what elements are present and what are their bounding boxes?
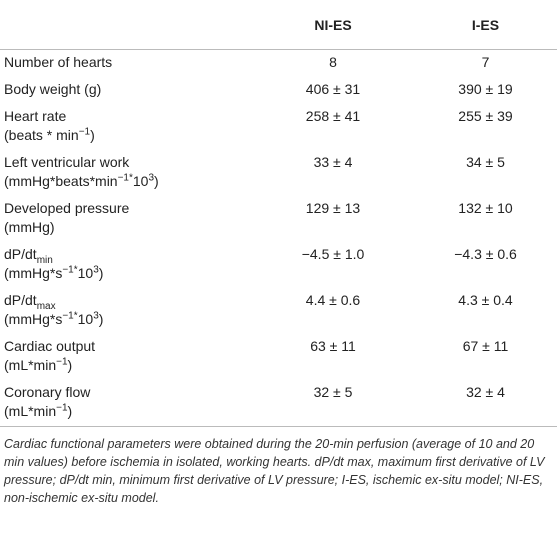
- row-label: Left ventricular work (mmHg*beats*min−1*1…: [0, 150, 252, 196]
- label-line: (mL*min−1): [4, 402, 248, 421]
- label-line: (mmHg*beats*min−1*103): [4, 172, 248, 191]
- label-text: (mL*min: [4, 403, 57, 419]
- header-row: NI-ES I-ES: [0, 0, 557, 50]
- superscript: −1: [78, 126, 91, 138]
- table-row: Developed pressure (mmHg) 129 ± 13 132 ± 10: [0, 196, 557, 242]
- header-cell: NI-ES: [252, 0, 414, 50]
- label-text: dP/dt: [4, 246, 37, 262]
- label-text: Left ventricular work: [4, 154, 130, 170]
- label-text: ): [67, 403, 73, 419]
- label-text: ): [90, 127, 95, 143]
- label-text: Cardiac output: [4, 338, 96, 354]
- label-text: (mmHg*s: [4, 311, 63, 327]
- table-row: Number of hearts 8 7: [0, 50, 557, 78]
- row-label: dP/dtmin (mmHg*s−1*103): [0, 242, 252, 288]
- label-text: (mmHg*beats*min: [4, 173, 118, 189]
- ni-es-value: 129 ± 13: [305, 200, 361, 216]
- label-text: Body weight (g): [4, 81, 102, 97]
- superscript: 3: [93, 264, 99, 276]
- superscript: −1*: [62, 310, 78, 322]
- ni-es-value: 33 ± 4: [313, 154, 353, 170]
- table-row: Body weight (g) 406 ± 31 390 ± 19: [0, 77, 557, 104]
- label-line: Heart rate: [4, 107, 248, 126]
- table-row: dP/dtmax (mmHg*s−1*103) 4.4 ± 0.6 4.3 ± 0.4: [0, 288, 557, 334]
- label-line: (beats * min−1): [4, 126, 248, 145]
- row-label: dP/dtmax (mmHg*s−1*103): [0, 288, 252, 334]
- row-label: Cardiac output (mL*min−1): [0, 334, 252, 380]
- label-text: (mmHg*s: [4, 265, 63, 281]
- label-text: (mL*min: [4, 357, 57, 373]
- table-row: Left ventricular work (mmHg*beats*min−1*1…: [0, 150, 557, 196]
- i-es-value: −4.3 ± 0.6: [454, 246, 517, 262]
- ni-es-value: 32 ± 5: [252, 380, 414, 427]
- table-row: Heart rate (beats * min−1) 258 ± 41 255 ± 3…: [0, 104, 557, 150]
- label-text: (mmHg): [4, 219, 55, 235]
- label-line: Left ventricular work: [4, 153, 248, 172]
- label-line: Number of hearts: [4, 53, 248, 72]
- label-text: 10: [77, 265, 94, 281]
- label-text: ): [98, 265, 104, 281]
- label-text: Developed pressure: [4, 200, 130, 216]
- i-es-value: 32 ± 4: [414, 380, 557, 427]
- label-line: (mmHg*s−1*103): [4, 310, 248, 329]
- row-label: Body weight (g): [0, 77, 252, 104]
- label-line: Coronary flow: [4, 383, 248, 402]
- row-label: Developed pressure (mmHg): [0, 196, 252, 242]
- table-row: Cardiac output (mL*min−1) 63 ± 11 67 ± 11: [0, 334, 557, 380]
- label-text: (beats * min: [4, 127, 79, 143]
- header-cell: I-ES: [414, 0, 557, 50]
- superscript: 3: [148, 172, 155, 184]
- i-es-value: 255 ± 39: [458, 108, 513, 124]
- superscript: −1: [56, 356, 68, 368]
- i-es-value: 132 ± 10: [458, 200, 513, 216]
- superscript: −1: [56, 402, 68, 414]
- label-line: (mL*min−1): [4, 356, 248, 375]
- label-text: Number of hearts: [4, 54, 113, 70]
- label-line: (mmHg): [4, 218, 248, 237]
- table-body: Number of hearts 8 7 Body weight (g) 406 ± 3…: [0, 50, 557, 427]
- label-line: Body weight (g): [4, 80, 248, 99]
- label-text: ): [67, 357, 73, 373]
- ni-es-value: 4.4 ± 0.6: [305, 292, 361, 308]
- superscript: −1*: [62, 264, 78, 276]
- label-text: ): [154, 173, 159, 189]
- label-text: ): [98, 311, 104, 327]
- subscript: min: [36, 254, 53, 266]
- label-line: dP/dtmax: [4, 291, 248, 312]
- i-es-value: 7: [481, 54, 490, 70]
- ni-es-value: 258 ± 41: [305, 108, 361, 124]
- label-text: 10: [77, 311, 94, 327]
- i-es-value: 67 ± 11: [462, 338, 509, 354]
- row-label: Number of hearts: [0, 50, 252, 78]
- label-text: 10: [132, 173, 149, 189]
- ni-es-value: 63 ± 11: [310, 338, 356, 354]
- label-line: Developed pressure: [4, 199, 248, 218]
- label-line: (mmHg*s−1*103): [4, 264, 248, 283]
- header-cell: [0, 0, 252, 50]
- label-line: dP/dtmin: [4, 245, 248, 266]
- label-text: Coronary flow: [4, 384, 91, 400]
- ni-es-value: 406 ± 31: [305, 81, 361, 97]
- row-label: Heart rate (beats * min−1): [0, 104, 252, 150]
- superscript: −1*: [117, 172, 133, 184]
- table-row: dP/dtmin (mmHg*s−1*103) −4.5 ± 1.0 −4.3 ± 0…: [0, 242, 557, 288]
- row-label: Coronary flow (mL*min−1): [0, 380, 252, 427]
- label-text: Heart rate: [4, 108, 67, 124]
- ni-es-value: −4.5 ± 1.0: [301, 246, 365, 262]
- label-text: dP/dt: [4, 292, 37, 308]
- i-es-value: 4.3 ± 0.4: [458, 292, 513, 308]
- label-line: Cardiac output: [4, 337, 248, 356]
- data-table: NI-ES I-ES Number of hearts 8 7 Body weight…: [0, 0, 557, 427]
- i-es-value: 34 ± 5: [466, 154, 505, 170]
- superscript: 3: [93, 310, 99, 322]
- ni-es-value: 8: [329, 54, 337, 70]
- caption: Cardiac functional parameters were obtai…: [4, 437, 545, 505]
- table-row: Coronary flow (mL*min−1) 32 ± 5 32 ± 4: [0, 380, 557, 427]
- i-es-value: 390 ± 19: [458, 81, 513, 97]
- subscript: max: [36, 300, 56, 312]
